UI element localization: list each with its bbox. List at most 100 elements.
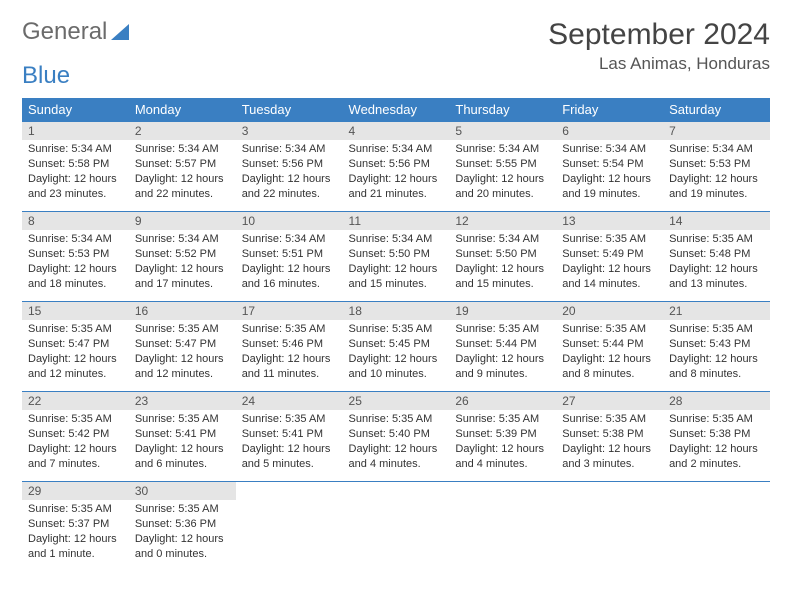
sunset-line: Sunset: 5:58 PM <box>28 157 123 172</box>
day-number: 19 <box>449 302 556 320</box>
daylight-line: Daylight: 12 hours and 16 minutes. <box>242 262 337 292</box>
sunrise-line: Sunrise: 5:35 AM <box>669 322 764 337</box>
day-details: Sunrise: 5:35 AMSunset: 5:48 PMDaylight:… <box>663 230 770 295</box>
daylight-line: Daylight: 12 hours and 3 minutes. <box>562 442 657 472</box>
sunrise-line: Sunrise: 5:35 AM <box>242 322 337 337</box>
calendar-cell: 25Sunrise: 5:35 AMSunset: 5:40 PMDayligh… <box>343 392 450 482</box>
daylight-line: Daylight: 12 hours and 14 minutes. <box>562 262 657 292</box>
sunset-line: Sunset: 5:46 PM <box>242 337 337 352</box>
day-details: Sunrise: 5:34 AMSunset: 5:50 PMDaylight:… <box>449 230 556 295</box>
sunrise-line: Sunrise: 5:34 AM <box>349 232 444 247</box>
sunrise-line: Sunrise: 5:34 AM <box>135 142 230 157</box>
daylight-line: Daylight: 12 hours and 5 minutes. <box>242 442 337 472</box>
day-details: Sunrise: 5:35 AMSunset: 5:42 PMDaylight:… <box>22 410 129 475</box>
day-details: Sunrise: 5:34 AMSunset: 5:52 PMDaylight:… <box>129 230 236 295</box>
calendar-cell <box>236 482 343 572</box>
day-number: 28 <box>663 392 770 410</box>
day-number: 18 <box>343 302 450 320</box>
weekday-header: Tuesday <box>236 98 343 122</box>
daylight-line: Daylight: 12 hours and 0 minutes. <box>135 532 230 562</box>
calendar-cell <box>449 482 556 572</box>
daylight-line: Daylight: 12 hours and 15 minutes. <box>455 262 550 292</box>
sunset-line: Sunset: 5:44 PM <box>562 337 657 352</box>
sunrise-line: Sunrise: 5:34 AM <box>669 142 764 157</box>
day-number: 15 <box>22 302 129 320</box>
sunrise-line: Sunrise: 5:34 AM <box>349 142 444 157</box>
day-details: Sunrise: 5:35 AMSunset: 5:41 PMDaylight:… <box>236 410 343 475</box>
daylight-line: Daylight: 12 hours and 15 minutes. <box>349 262 444 292</box>
day-number: 1 <box>22 122 129 140</box>
day-number: 6 <box>556 122 663 140</box>
calendar-cell: 9Sunrise: 5:34 AMSunset: 5:52 PMDaylight… <box>129 212 236 302</box>
calendar-cell: 15Sunrise: 5:35 AMSunset: 5:47 PMDayligh… <box>22 302 129 392</box>
calendar-cell: 4Sunrise: 5:34 AMSunset: 5:56 PMDaylight… <box>343 122 450 212</box>
calendar-cell: 17Sunrise: 5:35 AMSunset: 5:46 PMDayligh… <box>236 302 343 392</box>
sunset-line: Sunset: 5:48 PM <box>669 247 764 262</box>
sunrise-line: Sunrise: 5:34 AM <box>135 232 230 247</box>
day-number: 30 <box>129 482 236 500</box>
daylight-line: Daylight: 12 hours and 7 minutes. <box>28 442 123 472</box>
weekday-header: Friday <box>556 98 663 122</box>
daylight-line: Daylight: 12 hours and 4 minutes. <box>455 442 550 472</box>
day-number: 12 <box>449 212 556 230</box>
sunrise-line: Sunrise: 5:34 AM <box>455 142 550 157</box>
day-details: Sunrise: 5:34 AMSunset: 5:54 PMDaylight:… <box>556 140 663 205</box>
day-details: Sunrise: 5:35 AMSunset: 5:38 PMDaylight:… <box>663 410 770 475</box>
day-details: Sunrise: 5:34 AMSunset: 5:57 PMDaylight:… <box>129 140 236 205</box>
sunset-line: Sunset: 5:52 PM <box>135 247 230 262</box>
calendar-cell: 7Sunrise: 5:34 AMSunset: 5:53 PMDaylight… <box>663 122 770 212</box>
weekday-header: Monday <box>129 98 236 122</box>
calendar-cell <box>343 482 450 572</box>
daylight-line: Daylight: 12 hours and 17 minutes. <box>135 262 230 292</box>
daylight-line: Daylight: 12 hours and 19 minutes. <box>562 172 657 202</box>
day-details: Sunrise: 5:35 AMSunset: 5:47 PMDaylight:… <box>129 320 236 385</box>
calendar-cell: 18Sunrise: 5:35 AMSunset: 5:45 PMDayligh… <box>343 302 450 392</box>
calendar-row: 29Sunrise: 5:35 AMSunset: 5:37 PMDayligh… <box>22 482 770 572</box>
day-details: Sunrise: 5:35 AMSunset: 5:44 PMDaylight:… <box>449 320 556 385</box>
day-details: Sunrise: 5:34 AMSunset: 5:58 PMDaylight:… <box>22 140 129 205</box>
calendar-cell: 8Sunrise: 5:34 AMSunset: 5:53 PMDaylight… <box>22 212 129 302</box>
weekday-header: Wednesday <box>343 98 450 122</box>
sunrise-line: Sunrise: 5:35 AM <box>135 412 230 427</box>
calendar-cell: 5Sunrise: 5:34 AMSunset: 5:55 PMDaylight… <box>449 122 556 212</box>
day-details: Sunrise: 5:35 AMSunset: 5:41 PMDaylight:… <box>129 410 236 475</box>
sunset-line: Sunset: 5:55 PM <box>455 157 550 172</box>
weekday-header: Saturday <box>663 98 770 122</box>
sunset-line: Sunset: 5:47 PM <box>135 337 230 352</box>
sunset-line: Sunset: 5:45 PM <box>349 337 444 352</box>
daylight-line: Daylight: 12 hours and 8 minutes. <box>669 352 764 382</box>
day-number: 4 <box>343 122 450 140</box>
sunset-line: Sunset: 5:38 PM <box>669 427 764 442</box>
calendar-cell: 26Sunrise: 5:35 AMSunset: 5:39 PMDayligh… <box>449 392 556 482</box>
sunrise-line: Sunrise: 5:34 AM <box>562 142 657 157</box>
sunset-line: Sunset: 5:41 PM <box>242 427 337 442</box>
sunrise-line: Sunrise: 5:35 AM <box>562 322 657 337</box>
sunset-line: Sunset: 5:42 PM <box>28 427 123 442</box>
calendar-cell: 3Sunrise: 5:34 AMSunset: 5:56 PMDaylight… <box>236 122 343 212</box>
logo-word-general: General <box>22 18 107 46</box>
sunset-line: Sunset: 5:54 PM <box>562 157 657 172</box>
sunrise-line: Sunrise: 5:35 AM <box>669 232 764 247</box>
sunrise-line: Sunrise: 5:35 AM <box>28 322 123 337</box>
sunrise-line: Sunrise: 5:34 AM <box>242 142 337 157</box>
daylight-line: Daylight: 12 hours and 18 minutes. <box>28 262 123 292</box>
calendar-cell: 14Sunrise: 5:35 AMSunset: 5:48 PMDayligh… <box>663 212 770 302</box>
sunrise-line: Sunrise: 5:35 AM <box>135 502 230 517</box>
sunset-line: Sunset: 5:51 PM <box>242 247 337 262</box>
sunrise-line: Sunrise: 5:35 AM <box>349 412 444 427</box>
calendar-cell: 29Sunrise: 5:35 AMSunset: 5:37 PMDayligh… <box>22 482 129 572</box>
logo-sail-icon <box>111 22 133 42</box>
calendar-cell: 1Sunrise: 5:34 AMSunset: 5:58 PMDaylight… <box>22 122 129 212</box>
logo-line2: Blue <box>22 62 770 90</box>
calendar-cell: 13Sunrise: 5:35 AMSunset: 5:49 PMDayligh… <box>556 212 663 302</box>
sunset-line: Sunset: 5:57 PM <box>135 157 230 172</box>
weekday-header: Thursday <box>449 98 556 122</box>
day-details: Sunrise: 5:35 AMSunset: 5:45 PMDaylight:… <box>343 320 450 385</box>
sunrise-line: Sunrise: 5:35 AM <box>562 412 657 427</box>
sunrise-line: Sunrise: 5:35 AM <box>669 412 764 427</box>
calendar-cell: 27Sunrise: 5:35 AMSunset: 5:38 PMDayligh… <box>556 392 663 482</box>
sunset-line: Sunset: 5:50 PM <box>455 247 550 262</box>
day-details: Sunrise: 5:34 AMSunset: 5:56 PMDaylight:… <box>343 140 450 205</box>
day-details: Sunrise: 5:34 AMSunset: 5:50 PMDaylight:… <box>343 230 450 295</box>
day-number: 13 <box>556 212 663 230</box>
